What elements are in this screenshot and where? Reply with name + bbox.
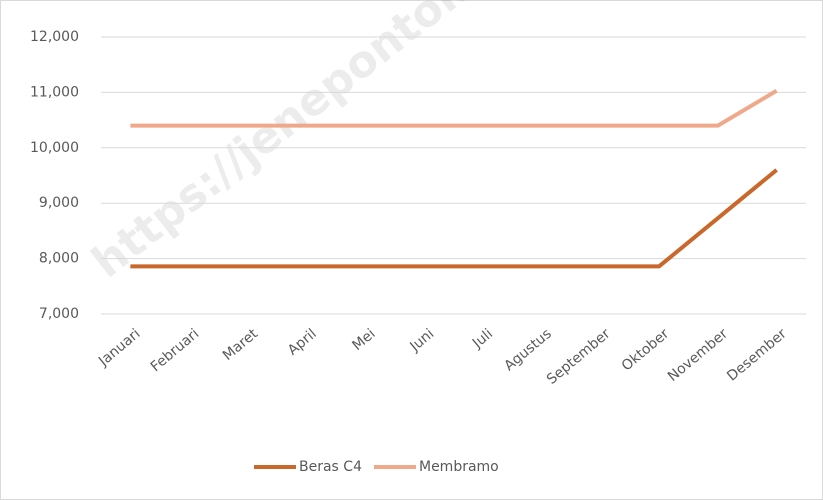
- y-tick-label: 9,000: [39, 195, 79, 211]
- y-tick-label: 10,000: [30, 140, 79, 156]
- legend-label: Beras C4: [299, 459, 362, 475]
- legend-label: Membramo: [419, 459, 499, 475]
- y-tick-label: 7,000: [39, 306, 79, 322]
- y-tick-label: 11,000: [30, 84, 79, 100]
- line-series: [130, 168, 778, 269]
- y-tick-label: 12,000: [30, 29, 79, 45]
- y-tick-label: 8,000: [39, 251, 79, 267]
- line-series: [130, 89, 778, 128]
